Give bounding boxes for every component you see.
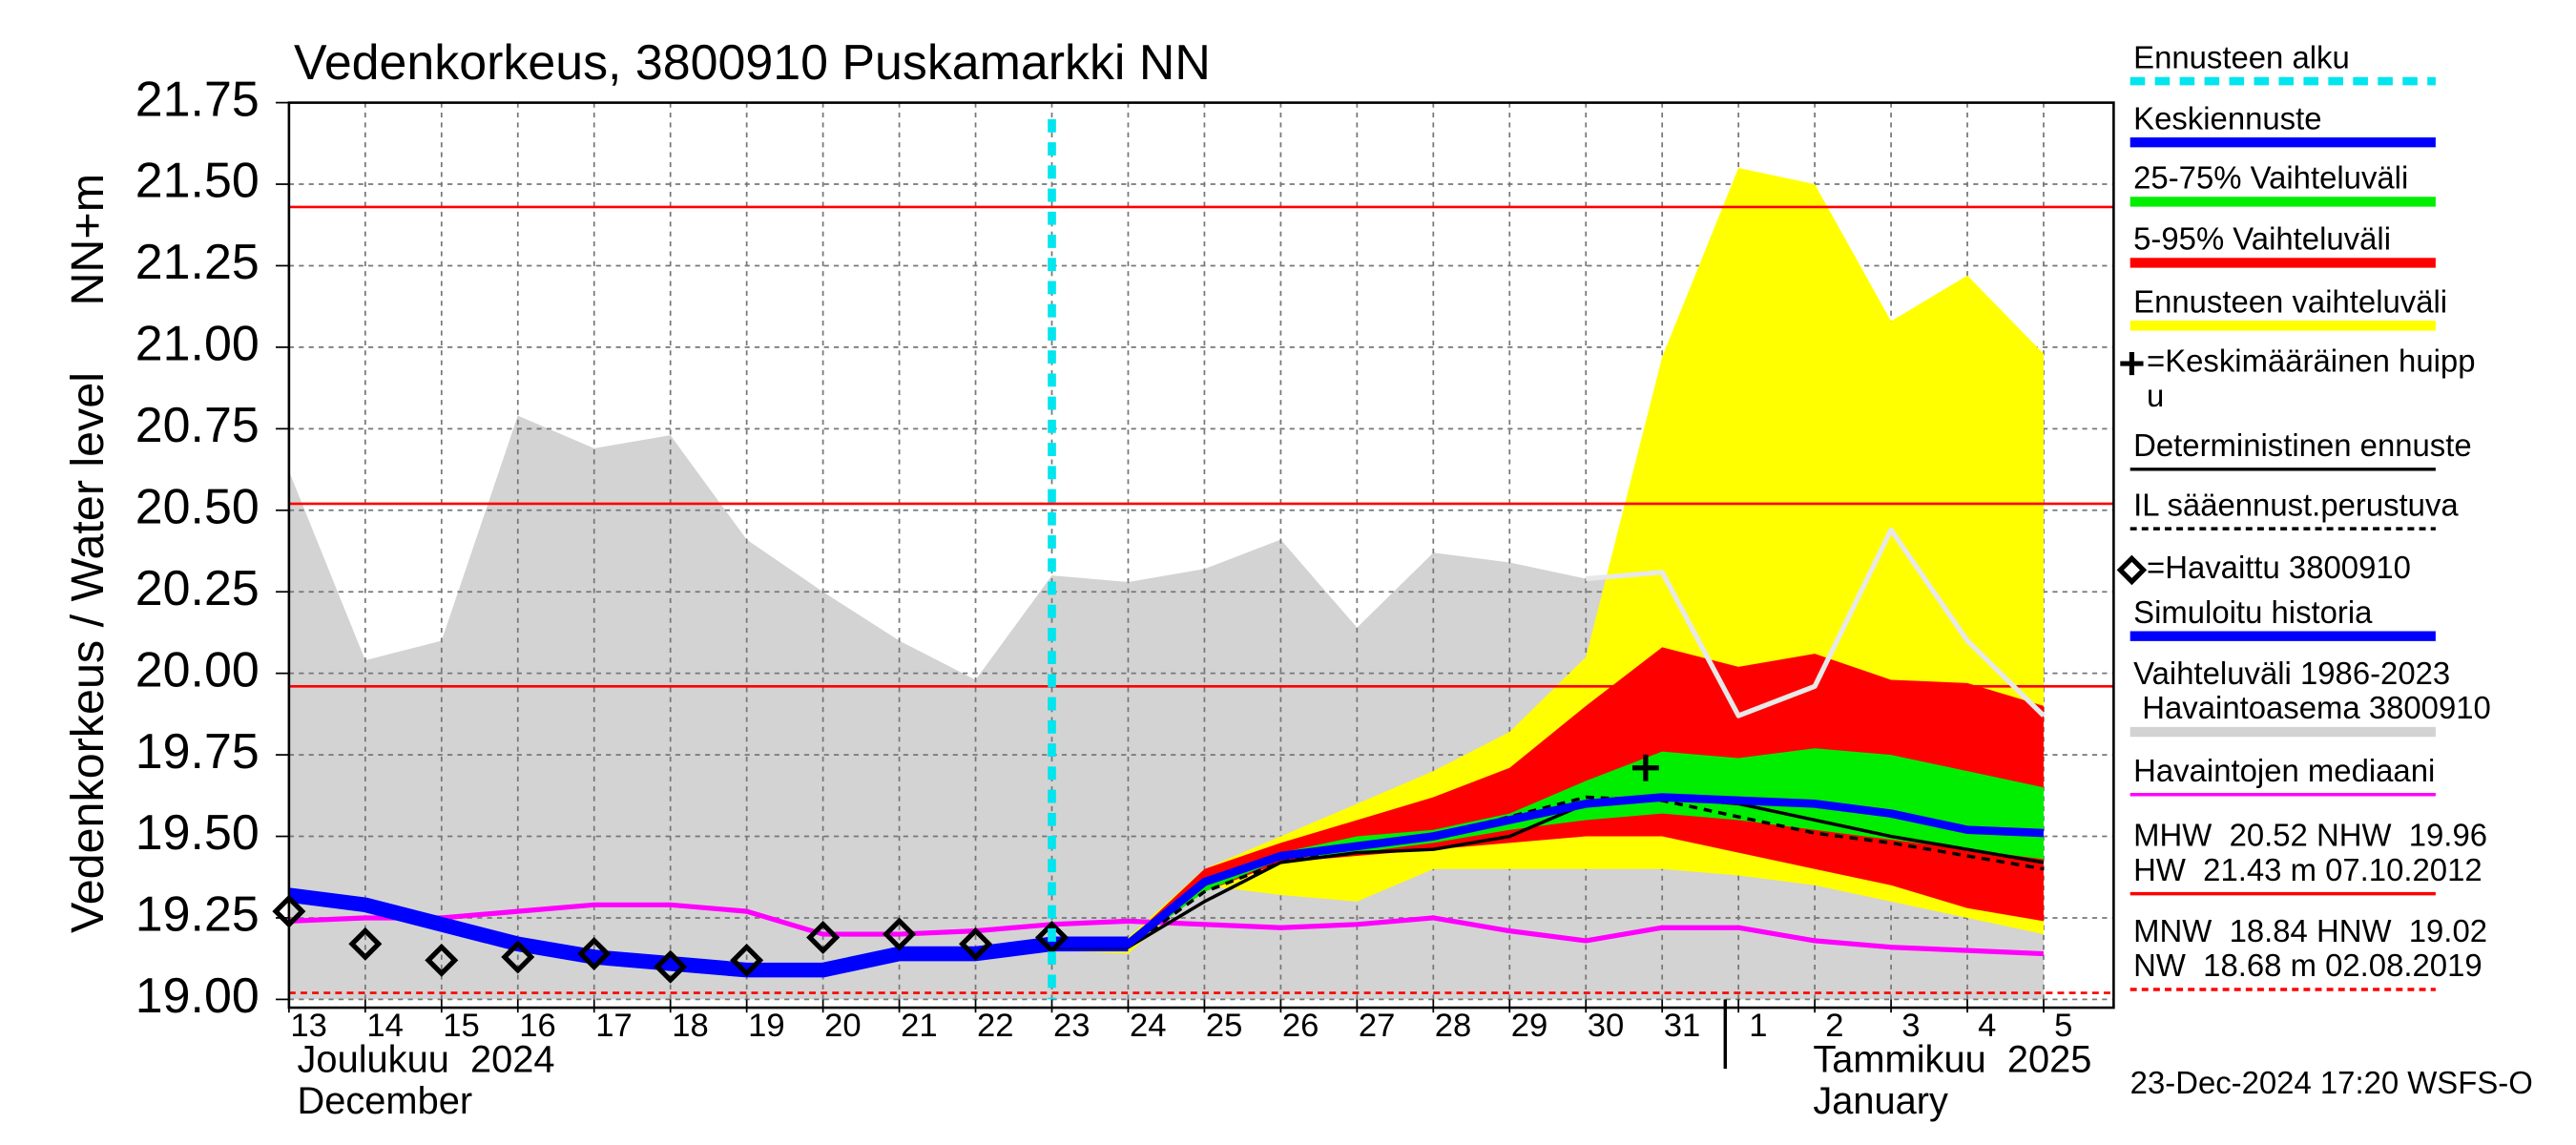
y-axis-label: Vedenkorkeus / Water level	[62, 372, 114, 933]
legend-label: Ennusteen vaihteluväli	[2133, 283, 2447, 319]
legend-label: HW 21.43 m 07.10.2012	[2133, 852, 2483, 887]
y-tick-label: 19.50	[135, 805, 260, 861]
legend-label: MHW 20.52 NHW 19.96	[2133, 817, 2487, 852]
legend-label: Ennusteen alku	[2133, 39, 2350, 74]
x-tick-label: 24	[1130, 1008, 1167, 1044]
x-tick-label: 17	[595, 1008, 633, 1044]
plot-frame	[287, 101, 2115, 1010]
y-tick-label: 21.50	[135, 154, 260, 209]
legend-label: Keskiennuste	[2133, 100, 2321, 135]
series-line	[1586, 527, 2046, 718]
x-tick-label: 31	[1664, 1008, 1701, 1044]
series-line	[1051, 795, 2045, 949]
legend-label: IL sääennust.perustuva	[2133, 487, 2459, 522]
range-band	[1051, 748, 2044, 947]
legend-label: Deterministinen ennuste	[2133, 427, 2472, 463]
legend-marker	[2116, 554, 2148, 586]
chart-title: Vedenkorkeus, 3800910 Puskamarkki NN	[294, 35, 1211, 91]
x-tick-label: 15	[443, 1008, 480, 1044]
legend-label: 5-95% Vaihteluväli	[2133, 221, 2391, 257]
legend-marker	[2120, 351, 2144, 376]
x-tick-label: 16	[519, 1008, 556, 1044]
legend-label: 25-75% Vaihteluväli	[2133, 160, 2408, 196]
observed-point	[730, 943, 764, 977]
x-tick-label: 5	[2054, 1008, 2072, 1044]
range-band	[1051, 647, 2044, 947]
y-tick-label: 19.00	[135, 968, 260, 1024]
series-line	[1051, 795, 2045, 949]
x-tick-label: 19	[748, 1008, 785, 1044]
month-label: Joulukuu 2024	[298, 1039, 555, 1081]
x-tick-label: 23	[1053, 1008, 1091, 1044]
y-tick-label: 19.25	[135, 887, 260, 943]
legend-label: Havaintojen mediaani	[2133, 753, 2435, 788]
legend-label: u	[2147, 378, 2164, 413]
legend-label: =Havaittu 3800910	[2147, 550, 2411, 585]
legend-label: Vaihteluväli 1986-2023	[2133, 656, 2450, 691]
x-tick-label: 14	[366, 1008, 404, 1044]
y-tick-label: 20.00	[135, 642, 260, 697]
x-tick-label: 25	[1206, 1008, 1243, 1044]
x-tick-label: 1	[1749, 1008, 1767, 1044]
observed-point	[348, 926, 383, 961]
x-tick-label: 30	[1588, 1008, 1625, 1044]
y-tick-label: 20.50	[135, 480, 260, 535]
legend-label: MNW 18.84 HNW 19.02	[2133, 913, 2487, 948]
observed-point	[883, 917, 917, 951]
month-label: January	[1813, 1080, 1948, 1122]
observed-point	[1034, 920, 1070, 954]
y-axis-unit: NN+m	[62, 174, 114, 306]
y-tick-label: 20.75	[135, 398, 260, 453]
month-label: Tammikuu 2025	[1813, 1039, 2091, 1081]
legend-label: NW 18.68 m 02.08.2019	[2133, 947, 2483, 983]
x-tick-label: 13	[290, 1008, 327, 1044]
x-tick-label: 18	[672, 1008, 709, 1044]
x-tick-label: 21	[901, 1008, 938, 1044]
x-tick-label: 3	[1901, 1008, 1920, 1044]
y-tick-label: 21.75	[135, 72, 260, 127]
x-tick-label: 29	[1511, 1008, 1548, 1044]
observed-point	[806, 920, 841, 954]
series-line	[287, 887, 1129, 978]
x-tick-label: 22	[977, 1008, 1014, 1044]
mean-peak	[1632, 754, 1659, 781]
y-tick-label: 21.00	[135, 317, 260, 372]
observed-point	[425, 943, 459, 977]
timestamp: 23-Dec-2024 17:20 WSFS-O	[2130, 1065, 2533, 1100]
observed-point	[501, 940, 535, 974]
observed-point	[654, 949, 688, 984]
legend-label: Simuloitu historia	[2133, 594, 2373, 630]
observed-point	[577, 937, 612, 971]
x-tick-label: 27	[1359, 1008, 1396, 1044]
legend-label: Havaintoasema 3800910	[2133, 690, 2491, 725]
y-tick-label: 19.75	[135, 724, 260, 780]
observed-point	[959, 926, 993, 961]
x-tick-label: 28	[1435, 1008, 1472, 1044]
y-tick-label: 21.25	[135, 235, 260, 290]
x-tick-label: 4	[1978, 1008, 1996, 1044]
x-tick-label: 2	[1825, 1008, 1843, 1044]
legend-label: =Keskimääräinen huipp	[2147, 344, 2476, 379]
x-tick-label: 20	[824, 1008, 862, 1044]
x-tick-label: 26	[1282, 1008, 1319, 1044]
series-line	[1051, 793, 2045, 948]
y-tick-label: 20.25	[135, 561, 260, 616]
month-label: December	[298, 1080, 473, 1122]
